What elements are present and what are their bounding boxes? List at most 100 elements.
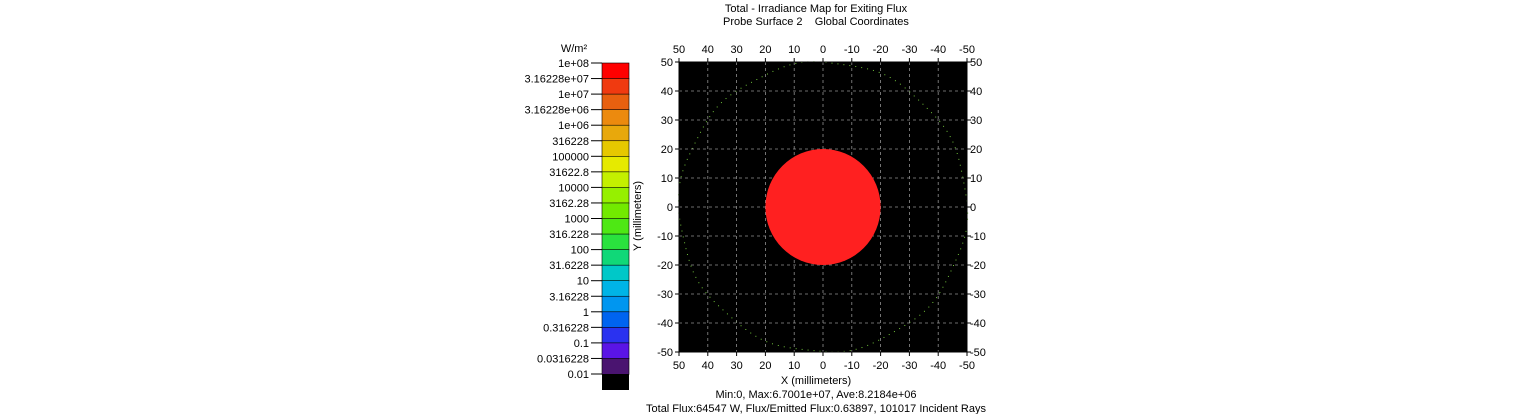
ring-dot [701,287,703,289]
ring-dot [795,348,797,350]
ring-dot [689,153,691,155]
ring-dot [756,79,758,81]
ring-dot [931,112,933,114]
colorbar-tick-label: 31622.8 [549,167,589,179]
colorbar-swatch [602,374,629,390]
colorbar-tick-label: 1e+06 [558,120,589,132]
x-tick-label-bottom: 20 [759,360,771,372]
colorbar-swatch [601,280,630,297]
ring-dot [923,310,925,312]
ring-dot [705,121,707,123]
y-tick-label-left: 0 [667,202,673,214]
colorbar-swatch [601,327,630,344]
ring-dot [855,348,857,350]
ring-dot [959,164,961,166]
x-tick-label-bottom: -10 [844,360,860,372]
colorbar-unit-label: W/m² [561,43,588,55]
ring-dot [962,242,964,244]
ring-dot [684,164,686,166]
ring-dot [722,309,724,311]
colorbar-swatch [601,358,630,375]
irradiance-spot [765,149,881,265]
colorbar-swatch [601,156,630,173]
y-tick-label-left: 10 [661,173,673,185]
ring-dot [766,73,768,75]
y-tick-label-right: 10 [970,173,982,185]
y-tick-label-left: -30 [657,289,673,301]
ring-dot [726,313,728,315]
ring-dot [807,349,809,351]
ring-dot [928,306,930,308]
ring-dot [694,142,696,144]
ring-dot [682,236,684,238]
colorbar-tick-label: 0.01 [568,369,589,381]
colorbar-swatch [601,187,630,204]
colorbar-tick-label: 1e+08 [558,58,589,70]
ring-dot [760,338,762,340]
chart-title: Total - Irradiance Map for Exiting Flux [725,3,908,15]
x-tick-label-top: 50 [673,44,685,56]
y-tick-label-right: -50 [970,347,986,359]
colorbar-tick-label: 3162.28 [549,198,589,210]
colorbar-tick-label: 1 [583,307,589,319]
ring-dot [883,336,885,338]
colorbar-tick-label: 0.0316228 [537,353,589,365]
ring-dot [813,350,815,352]
x-tick-label-top: 40 [702,44,714,56]
ring-dot [698,282,700,284]
colorbar-swatch [601,124,630,142]
ring-dot [958,158,960,160]
ring-dot [961,170,963,172]
ring-dot [956,152,958,154]
ring-dot [837,63,839,65]
ring-dot [935,116,937,118]
colorbar-tick-label: 1000 [565,214,589,226]
ring-dot [962,176,964,178]
ring-dot [681,230,683,232]
ring-dot [922,103,924,105]
ring-dot [953,265,955,267]
ring-dot [878,71,880,73]
y-tick-label-right: -30 [970,289,986,301]
ring-dot [801,348,803,350]
ring-dot [950,270,952,272]
ring-dot [945,281,947,283]
plot-area [678,61,969,353]
x-tick-label-bottom: -50 [959,360,975,372]
colorbar-swatch [601,171,630,189]
colorbar-swatch [601,295,630,313]
ring-dot [761,76,763,78]
ring-dot [964,236,966,238]
ring-dot [909,91,911,93]
colorbar-tick-label: 0.316228 [543,322,589,334]
stats-total-flux: Total Flux:64547 W, Flux/Emitted Flux:0.… [646,403,986,414]
ring-dot [855,66,857,68]
ring-dot [713,301,715,303]
x-tick-label-bottom: -20 [873,360,889,372]
ring-dot [745,84,747,86]
ring-dot [777,344,779,346]
colorbar-tick-label: 31.6228 [549,260,589,272]
ring-dot [946,130,948,132]
ring-dot [692,271,694,273]
ring-dot [783,346,785,348]
x-axis-label: X (millimeters) [781,375,851,387]
ring-dot [680,224,682,226]
y-axis-label: Y (millimeters) [632,181,644,251]
colorbar: W/m² 1e+08 3.16228e+07 1e+07 3.16228e+06 1e+… [524,43,630,390]
y-tick-label-left: -50 [657,347,673,359]
ring-dot [867,68,869,70]
ring-dot [712,111,714,113]
y-tick-label-left: -40 [657,318,673,330]
y-tick-label-right: -40 [970,318,986,330]
ring-dot [679,218,681,220]
x-tick-label-top: 0 [820,44,826,56]
ring-dot [965,194,967,196]
ring-dot [964,188,966,190]
x-tick-label-top: 10 [788,44,800,56]
colorbar-swatch [601,218,630,235]
colorbar-swatch [601,62,630,80]
colorbar-swatch [601,109,630,126]
x-tick-label-bottom: 0 [820,360,826,372]
ring-dot [967,212,969,214]
